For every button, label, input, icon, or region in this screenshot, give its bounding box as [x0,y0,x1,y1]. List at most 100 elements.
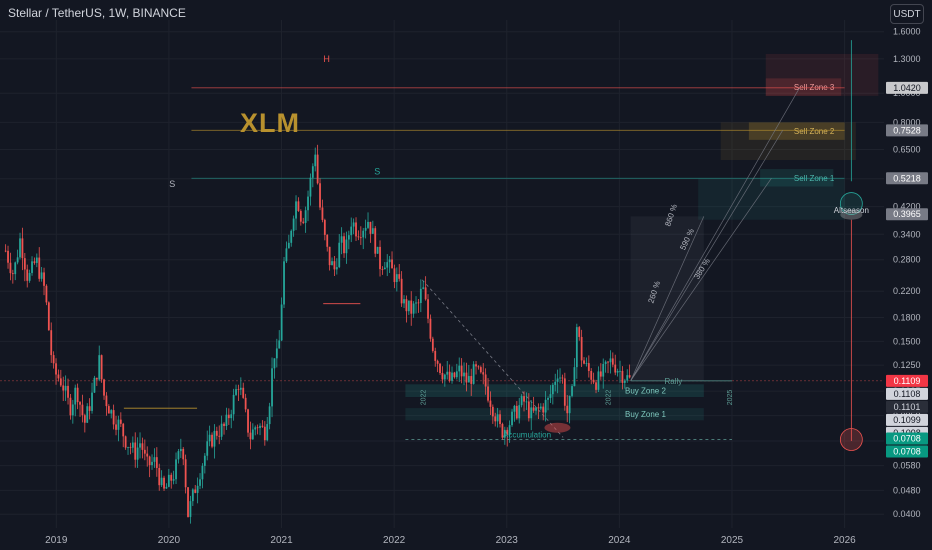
candle-body [83,415,86,423]
y-tick-label: 0.6500 [893,145,921,155]
candle-body [74,387,77,405]
candle-body [21,238,24,259]
candle-body [379,246,381,270]
chart-annotation: Altseason [834,206,869,215]
candle-body [592,379,595,383]
candle-body [352,222,355,227]
candle-body [350,226,353,236]
x-tick-label: 2022 [383,535,406,546]
candle-body [297,201,300,211]
candle-body [283,261,285,305]
y-tick-label: 0.2200 [893,286,921,296]
y-tick-label: 0.3400 [893,229,921,239]
candle-body [127,447,129,448]
candle-body [338,242,341,268]
candle-body [448,371,451,381]
x-tick-label: 2020 [158,535,181,546]
candle-body [86,406,89,423]
candle-body [556,378,559,382]
candle-body [71,404,74,416]
candle-body [160,477,163,486]
candle-body [376,246,379,254]
candle-body [23,258,26,270]
candle-body [98,355,101,380]
candle-body [441,372,444,380]
candle-body [227,414,230,419]
price-tag-label: 0.5218 [893,173,921,183]
price-tag-label: 1.0420 [893,83,921,93]
chart-title: Stellar / TetherUS, 1W, BINANCE [8,6,186,20]
candle-body [460,365,463,377]
price-tag [886,387,928,400]
candle-body [115,424,117,430]
candle-body [263,426,266,441]
candle-body [604,361,607,365]
candle-body [208,434,211,442]
candle-body [580,336,583,361]
candle-body [472,364,475,384]
candle-body [285,248,288,262]
candle-body [417,302,420,304]
candle-body [616,370,619,373]
candle-body [131,442,134,448]
candle-body [328,246,331,266]
candle-body [235,389,237,395]
candle-body [525,401,528,403]
candle-body [554,381,557,385]
y-tick-label: 0.8000 [893,117,921,127]
candle-body [81,404,84,416]
candle-body [355,222,357,237]
price-axis[interactable]: 0.04000.04800.05800.07000.08500.10250.12… [886,27,928,519]
candle-body [268,406,271,425]
trend-line [421,279,564,438]
candle-body [100,355,103,380]
candle-body [151,461,153,466]
accumulation-marker [544,422,571,433]
candle-body [249,432,252,440]
candle-body [412,303,415,314]
candle-body [158,467,161,486]
candle-body [26,269,29,281]
candle-body [343,236,345,254]
candle-body [112,410,115,425]
candle-body [518,405,521,419]
candle-body [103,379,105,396]
candle-body [43,272,45,286]
candle-body [340,236,343,243]
candle-body [50,330,53,356]
candle-body [69,397,72,416]
y-tick-label: 0.1500 [893,336,921,346]
candle-body [386,262,389,268]
currency-unit-button[interactable]: USDT [890,4,924,24]
candle-body [520,396,523,406]
candle-body [247,409,249,433]
price-tag [886,445,928,458]
y-tick-label: 0.4200 [893,202,921,212]
candle-body [220,423,223,437]
zone-rect [765,78,842,96]
time-axis[interactable]: 2019 2020 2021 2022 2023 2024 2025 2026 [45,535,856,546]
y-tick-label: 0.1250 [893,360,921,370]
altseason-marker [840,209,863,220]
candle-body [403,299,405,304]
candle-body [357,236,360,238]
candle-body [326,234,329,247]
period-label: 2025 [727,390,734,406]
candle-body [407,300,410,312]
candle-body [539,406,542,409]
candle-body [259,425,261,429]
candle-body [465,372,468,383]
candle-body [122,423,125,437]
candle-body [467,376,470,383]
y-tick-label: 1.6000 [893,27,921,37]
candle-body [400,278,403,304]
candle-body [451,372,453,381]
candle-body [194,489,197,493]
candle-body [333,261,336,270]
candle-body [532,407,535,411]
brand-label: XLM [240,108,300,138]
candle-body [626,375,629,381]
candle-body [153,457,156,462]
candle-body [155,457,158,468]
